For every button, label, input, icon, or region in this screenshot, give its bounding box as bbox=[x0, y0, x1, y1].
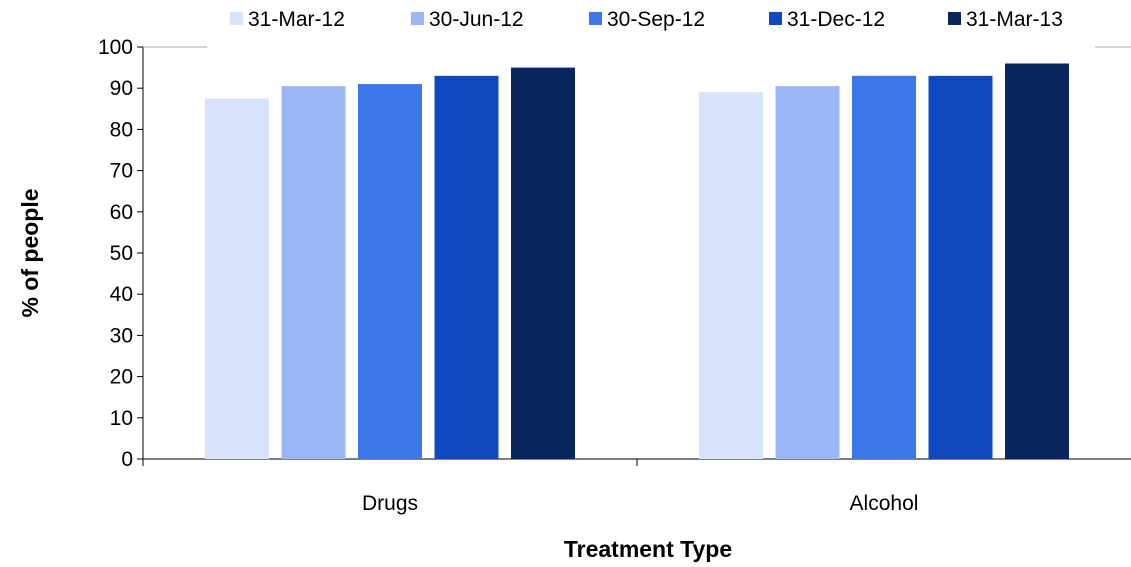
y-tick-label: 60 bbox=[110, 201, 133, 224]
y-tick-label: 20 bbox=[110, 366, 133, 389]
y-tick-label: 0 bbox=[121, 448, 133, 471]
legend-swatch bbox=[411, 12, 424, 25]
y-tick-label: 80 bbox=[110, 118, 133, 141]
legend-swatch bbox=[948, 12, 961, 25]
y-axis-title: % of people bbox=[17, 188, 43, 317]
y-tick-label: 50 bbox=[110, 242, 133, 265]
bar-drugs-30-jun-12 bbox=[281, 86, 346, 459]
legend-swatch bbox=[589, 12, 602, 25]
y-tick-label: 30 bbox=[110, 324, 133, 347]
bar-drugs-30-sep-12 bbox=[358, 84, 422, 459]
legend-label: 31-Dec-12 bbox=[787, 8, 885, 31]
y-tick-label: 40 bbox=[110, 283, 133, 306]
bar-alcohol-30-sep-12 bbox=[852, 75, 916, 459]
y-tick-label: 70 bbox=[110, 160, 133, 183]
bars bbox=[205, 63, 1069, 459]
legend-label: 30-Sep-12 bbox=[607, 8, 705, 31]
bar-alcohol-31-dec-12 bbox=[928, 75, 993, 459]
y-tick-label: 90 bbox=[110, 77, 133, 100]
axes: 0 10 20 30 40 50 60 70 80 90 100 Drugs Alcohol bbox=[98, 36, 1131, 515]
x-category-label: Alcohol bbox=[850, 492, 919, 515]
legend-label: 31-Mar-13 bbox=[966, 8, 1063, 31]
x-category-label: Drugs bbox=[362, 492, 418, 515]
bar-drugs-31-mar-12 bbox=[205, 98, 269, 459]
bar-alcohol-30-jun-12 bbox=[775, 86, 840, 459]
legend-swatch bbox=[230, 12, 243, 25]
legend-label: 30-Jun-12 bbox=[429, 8, 524, 31]
legend-swatch bbox=[769, 12, 782, 25]
y-tick-label: 10 bbox=[110, 407, 133, 430]
legend: 31-Mar-12 30-Jun-12 30-Sep-12 31-Dec-12 31-M… bbox=[230, 8, 1063, 31]
bar-alcohol-31-mar-12 bbox=[699, 92, 763, 459]
x-axis-title: Treatment Type bbox=[564, 536, 732, 562]
bar-drugs-31-mar-13 bbox=[511, 67, 575, 459]
legend-label: 31-Mar-12 bbox=[248, 8, 345, 31]
bar-drugs-31-dec-12 bbox=[434, 75, 499, 459]
y-tick-label: 100 bbox=[98, 36, 133, 59]
bar-alcohol-31-mar-13 bbox=[1005, 63, 1069, 459]
